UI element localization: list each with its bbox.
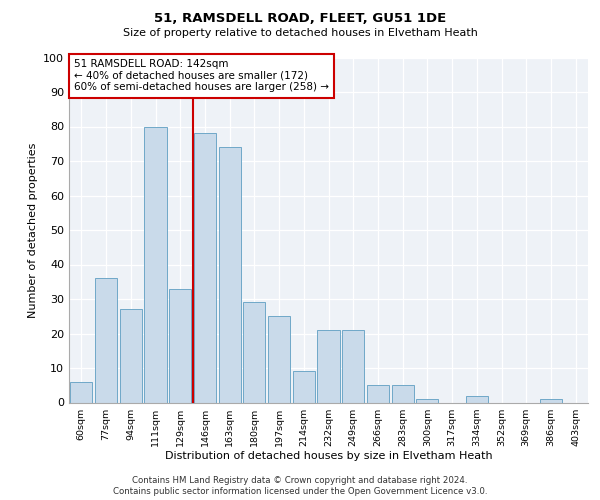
Bar	[367, 385, 389, 402]
Bar	[243, 302, 265, 402]
Bar	[466, 396, 488, 402]
Bar	[119, 310, 142, 402]
Bar	[218, 147, 241, 403]
Bar	[392, 385, 414, 402]
Bar	[70, 382, 92, 402]
Bar	[317, 330, 340, 402]
Bar	[145, 126, 167, 402]
X-axis label: Distribution of detached houses by size in Elvetham Heath: Distribution of detached houses by size …	[164, 452, 493, 462]
Bar	[540, 399, 562, 402]
Bar	[194, 134, 216, 402]
Text: Contains HM Land Registry data © Crown copyright and database right 2024.: Contains HM Land Registry data © Crown c…	[132, 476, 468, 485]
Bar	[95, 278, 117, 402]
Bar	[169, 288, 191, 403]
Text: 51 RAMSDELL ROAD: 142sqm
← 40% of detached houses are smaller (172)
60% of semi-: 51 RAMSDELL ROAD: 142sqm ← 40% of detach…	[74, 59, 329, 92]
Bar	[416, 399, 439, 402]
Bar	[293, 372, 315, 402]
Bar	[268, 316, 290, 402]
Text: Contains public sector information licensed under the Open Government Licence v3: Contains public sector information licen…	[113, 488, 487, 496]
Y-axis label: Number of detached properties: Number of detached properties	[28, 142, 38, 318]
Text: 51, RAMSDELL ROAD, FLEET, GU51 1DE: 51, RAMSDELL ROAD, FLEET, GU51 1DE	[154, 12, 446, 26]
Bar	[342, 330, 364, 402]
Text: Size of property relative to detached houses in Elvetham Heath: Size of property relative to detached ho…	[122, 28, 478, 38]
